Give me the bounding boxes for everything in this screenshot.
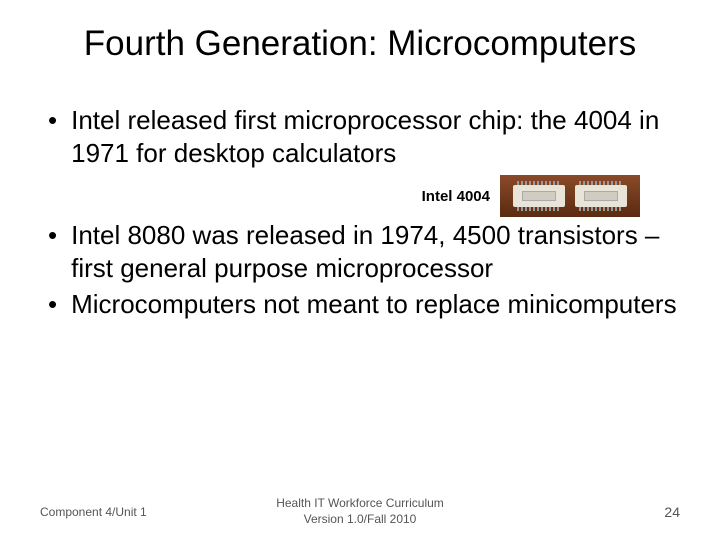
bullet-item: • Intel released first microprocessor ch…: [48, 104, 680, 169]
footer: Component 4/Unit 1 Health IT Workforce C…: [40, 504, 680, 520]
slide: Fourth Generation: Microcomputers • Inte…: [0, 0, 720, 540]
chip-icon: [575, 185, 627, 207]
bullet-dot-icon: •: [48, 104, 57, 137]
slide-title: Fourth Generation: Microcomputers: [40, 24, 680, 64]
footer-left: Component 4/Unit 1: [40, 505, 147, 519]
chip-icon: [513, 185, 565, 207]
image-caption: Intel 4004: [422, 188, 490, 205]
bullet-text: Intel released first microprocessor chip…: [71, 104, 680, 169]
bullet-text: Microcomputers not meant to replace mini…: [71, 288, 676, 321]
footer-center-line2: Version 1.0/Fall 2010: [276, 512, 444, 528]
image-caption-row: Intel 4004: [48, 175, 680, 217]
bullet-item: • Intel 8080 was released in 1974, 4500 …: [48, 219, 680, 284]
bullet-text: Intel 8080 was released in 1974, 4500 tr…: [71, 219, 680, 284]
footer-center-line1: Health IT Workforce Curriculum: [276, 496, 444, 512]
footer-page-number: 24: [664, 504, 680, 520]
bullet-dot-icon: •: [48, 219, 57, 252]
bullet-dot-icon: •: [48, 288, 57, 321]
bullet-item: • Microcomputers not meant to replace mi…: [48, 288, 680, 321]
body-area: • Intel released first microprocessor ch…: [40, 104, 680, 321]
intel-4004-image: [500, 175, 640, 217]
footer-center: Health IT Workforce Curriculum Version 1…: [276, 496, 444, 527]
